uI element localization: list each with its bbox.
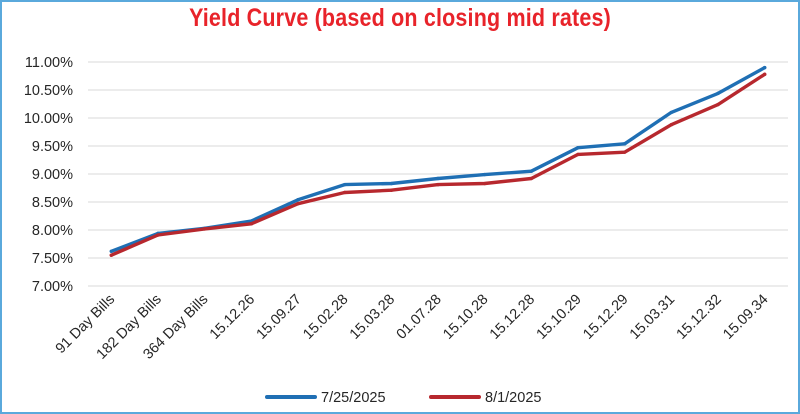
- data-point: [482, 181, 487, 186]
- data-point: [529, 176, 534, 181]
- data-point: [202, 227, 207, 231]
- data-point: [342, 182, 347, 187]
- y-tick-label: 8.50%: [32, 195, 73, 211]
- y-axis: 7.00% 7.50% 8.00% 8.50% 9.00% 9.50% 10.00% 10.5…: [24, 55, 73, 295]
- legend-label-2: 8/1/2025: [485, 390, 541, 406]
- gridlines: [88, 61, 788, 287]
- data-point: [436, 182, 440, 187]
- data-point: [716, 91, 720, 96]
- data-point: [669, 110, 674, 115]
- series-line-1: [109, 65, 767, 254]
- x-tick-label: 15.12.26: [207, 292, 258, 343]
- data-point: [389, 181, 394, 186]
- y-tick-label: 11.00%: [25, 55, 73, 71]
- legend: 7/25/2025 8/1/2025: [265, 390, 541, 406]
- data-point: [576, 152, 580, 157]
- x-tick-label: 15.03.31: [627, 292, 678, 343]
- x-tick-label: 15.12.29: [580, 292, 631, 343]
- data-point: [762, 65, 767, 70]
- data-point: [249, 222, 254, 226]
- data-point: [296, 198, 300, 202]
- data-point: [342, 190, 347, 195]
- y-tick-label: 7.00%: [32, 279, 73, 295]
- x-tick-label: 15.12.32: [674, 292, 725, 343]
- y-tick-label: 10.00%: [24, 111, 73, 127]
- x-tick-label: 15.03.28: [347, 292, 398, 343]
- series-lines: [109, 65, 767, 257]
- x-tick-label: 15.12.28: [487, 292, 538, 343]
- y-tick-label: 8.00%: [32, 223, 73, 239]
- y-tick-label: 7.50%: [32, 251, 73, 267]
- data-point: [529, 169, 534, 173]
- data-point: [482, 172, 487, 177]
- data-point: [296, 201, 300, 206]
- x-tick-label: 15.10.28: [440, 292, 491, 343]
- data-point: [436, 176, 440, 181]
- y-tick-label: 9.00%: [32, 167, 73, 183]
- x-tick-label: 15.10.29: [534, 292, 585, 343]
- data-point: [716, 102, 720, 107]
- y-tick-label: 10.50%: [24, 83, 73, 99]
- y-tick-label: 9.50%: [32, 139, 73, 155]
- x-tick-label: 15.02.28: [300, 292, 351, 343]
- x-tick-label: 15.09.34: [720, 292, 771, 343]
- data-point: [622, 150, 627, 154]
- data-point: [109, 249, 114, 253]
- x-tick-label: 15.09.27: [254, 292, 305, 343]
- legend-label-1: 7/25/2025: [321, 390, 386, 406]
- data-point: [622, 142, 627, 146]
- chart-title: Yield Curve (based on closing mid rates): [189, 4, 611, 32]
- series-line-2: [109, 72, 767, 257]
- data-point: [389, 188, 394, 192]
- data-point: [762, 72, 767, 77]
- data-point: [576, 145, 580, 150]
- data-point: [156, 233, 160, 237]
- data-point: [109, 253, 114, 257]
- data-point: [669, 123, 674, 127]
- x-tick-label: 01.07.28: [394, 292, 445, 343]
